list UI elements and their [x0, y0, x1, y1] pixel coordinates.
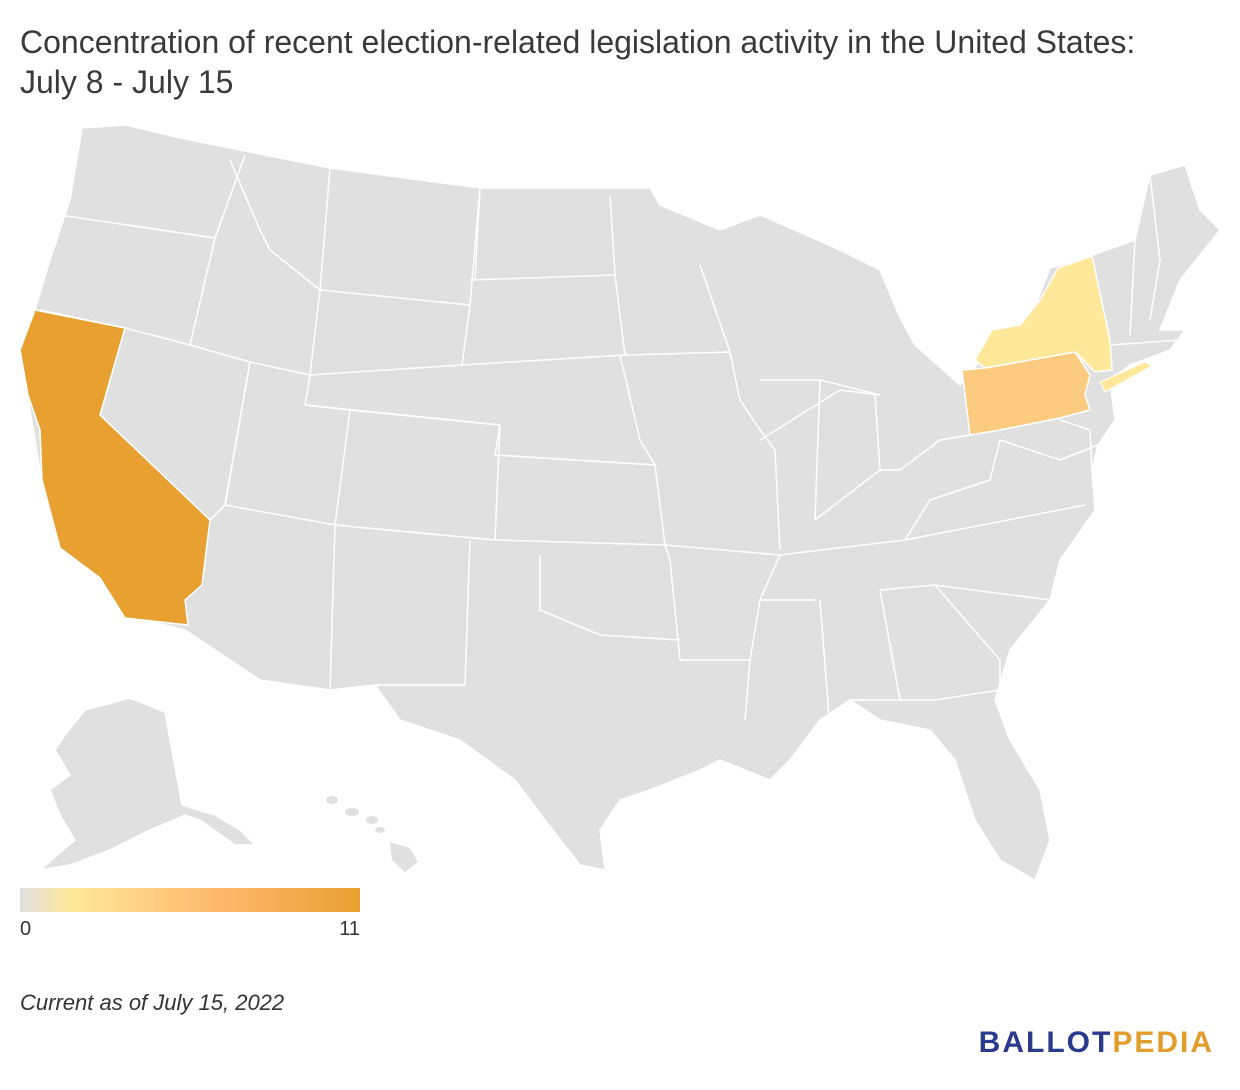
state-borders [39, 154, 1181, 731]
legend-min-label: 0 [20, 918, 32, 940]
us-map [0, 110, 1240, 890]
legend-gradient-bar [20, 888, 360, 912]
state-hawaii [326, 796, 418, 872]
logo-text-ballot: BALLOT [978, 1026, 1113, 1059]
lower-48-states [19, 124, 1222, 882]
legend-max-label: 11 [339, 918, 360, 940]
chart-title: Concentration of recent election-related… [20, 24, 1136, 100]
us-mainland-shape [19, 124, 1222, 882]
state-new-york[interactable] [974, 255, 1113, 373]
state-new-york-long-island[interactable] [1099, 361, 1154, 393]
logo-text-pedia: PEDIA [1112, 1026, 1214, 1059]
footnote: Current as of July 15, 2022 [20, 990, 285, 1015]
color-legend: 0 11 [20, 888, 360, 948]
us-map-svg [19, 124, 1222, 882]
ballotpedia-logo: BALLOTPEDIA [979, 1026, 1214, 1060]
state-alaska [37, 697, 257, 872]
state-california[interactable] [19, 309, 211, 626]
